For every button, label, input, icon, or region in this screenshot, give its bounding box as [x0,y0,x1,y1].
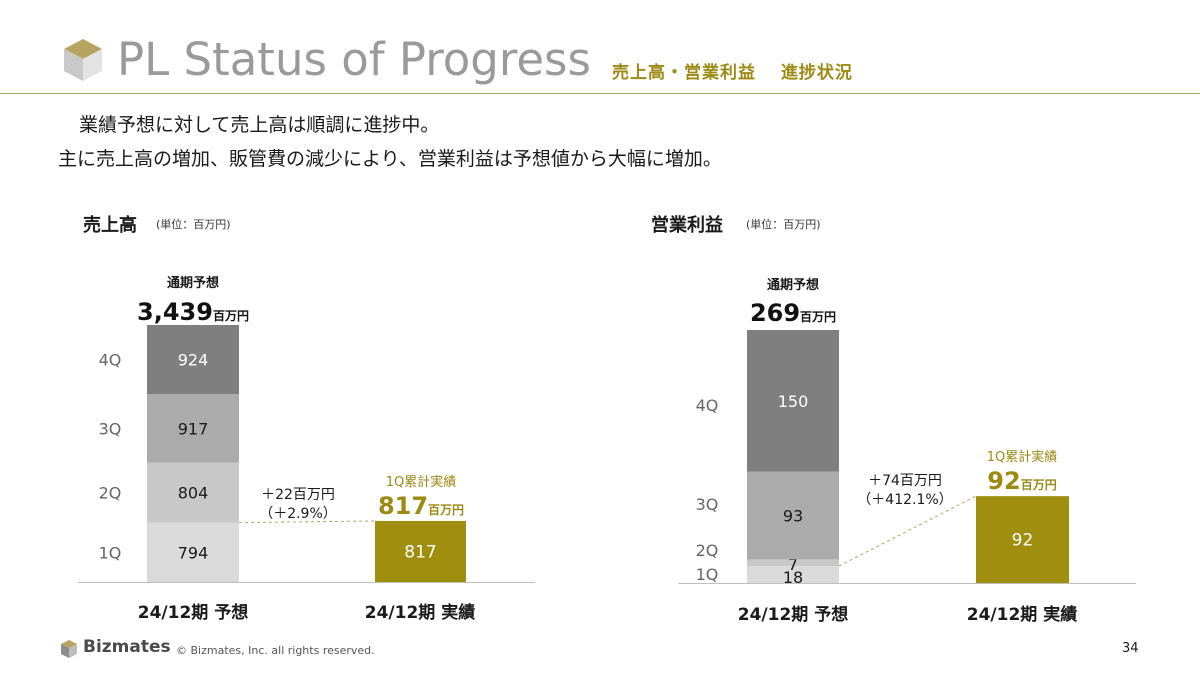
sales-forecast-bar-1q [147,522,239,582]
profit-category-1: 24/12期 実績 [967,604,1077,625]
sales-forecast-total-value: 3,439 [137,298,213,326]
profit-forecast-value-1q: 18 [783,568,803,587]
footer-copyright: © Bizmates, Inc. all rights reserved. [176,644,375,657]
profit-forecast-total-value: 269 [750,299,800,327]
page-title: PL Status of Progress [117,33,591,86]
profit-actual-total-unit: 百万円 [1021,478,1057,492]
logo-cube-icon [64,39,102,81]
sales-actual-bar [375,520,466,582]
profit-forecast-value-3q: 93 [783,507,803,526]
sales-category-0: 24/12期 予想 [138,602,248,623]
profit-forecast-total-unit: 百万円 [800,310,836,324]
sales-forecast-value-4q: 924 [178,351,209,370]
sales-section-title: 売上高 [83,215,137,236]
bizmates-logo-icon [61,640,77,658]
sales-forecast-bar-4q [147,325,239,395]
profit-actual-total-label: 1Q累計実績 [987,449,1058,465]
profit-forecast-value-2q: 7 [788,555,798,574]
sales-actual-total-label: 1Q累計実績 [386,474,457,490]
profit-diff-amount: ＋74百万円 [868,473,942,489]
sales-connector-line [238,520,376,524]
sales-quarter-label-4q: 4Q [99,351,122,370]
sales-forecast-value-1q: 794 [178,543,209,562]
sales-quarter-label-1q: 1Q [99,543,122,562]
sales-diff-percent: （＋2.9%） [259,506,337,522]
sales-diff-amount: ＋22百万円 [261,487,335,503]
profit-quarter-label-3q: 3Q [696,495,719,514]
sales-forecast-total-unit: 百万円 [213,309,249,323]
page-number: 34 [1122,641,1139,656]
operating-profit-unit-label: (単位：百万円) [746,218,821,231]
sales-forecast-total-label: 通期予想 [167,275,219,291]
sales-forecast-bar-2q [147,462,239,523]
profit-actual-bar [976,496,1069,583]
profit-forecast-value-4q: 150 [778,392,809,411]
sales-forecast-value-3q: 917 [178,419,209,438]
sales-quarter-label-3q: 3Q [99,419,122,438]
sales-unit-label: (単位：百万円) [156,218,231,231]
profit-forecast-bar-3q [747,471,839,560]
title-divider [0,93,1200,94]
profit-forecast-bar-1q [747,566,839,583]
sales-actual-total-unit: 百万円 [428,503,464,517]
sales-forecast-bar-3q [147,394,239,463]
profit-quarter-label-4q: 4Q [696,396,719,415]
operating-profit-section-title: 営業利益 [651,215,723,236]
profit-quarter-label-2q: 2Q [696,541,719,560]
description-line-1: 業績予想に対して売上高は順調に進捗中。 [79,114,440,136]
page-subtitle: 売上高・営業利益 進捗状況 [612,63,853,83]
sales-quarter-label-2q: 2Q [99,484,122,503]
profit-actual-total: 92百万円 [987,467,1056,495]
profit-forecast-total-label: 通期予想 [767,277,819,293]
profit-actual-total-value: 92 [987,467,1020,495]
profit-actual-value: 92 [1012,531,1034,551]
description-line-2: 主に売上高の増加、販管費の減少により、営業利益は予想値から大幅に増加。 [58,148,722,170]
footer-brand: Bizmates [83,637,171,657]
profit-category-0: 24/12期 予想 [738,604,848,625]
sales-actual-total: 817百万円 [378,492,464,520]
profit-forecast-bar-4q [747,330,839,472]
sales-category-1: 24/12期 実績 [365,602,475,623]
sales-forecast-value-2q: 804 [178,484,209,503]
profit-quarter-label-1q: 1Q [696,565,719,584]
sales-actual-total-value: 817 [378,492,428,520]
profit-forecast-bar-2q [747,559,839,567]
profit-forecast-total: 269百万円 [750,299,836,327]
sales-forecast-total: 3,439百万円 [137,298,249,326]
sales-actual-value: 817 [404,542,436,562]
profit-diff-percent: （＋412.1%） [857,492,952,508]
profit-connector-line [838,495,977,567]
